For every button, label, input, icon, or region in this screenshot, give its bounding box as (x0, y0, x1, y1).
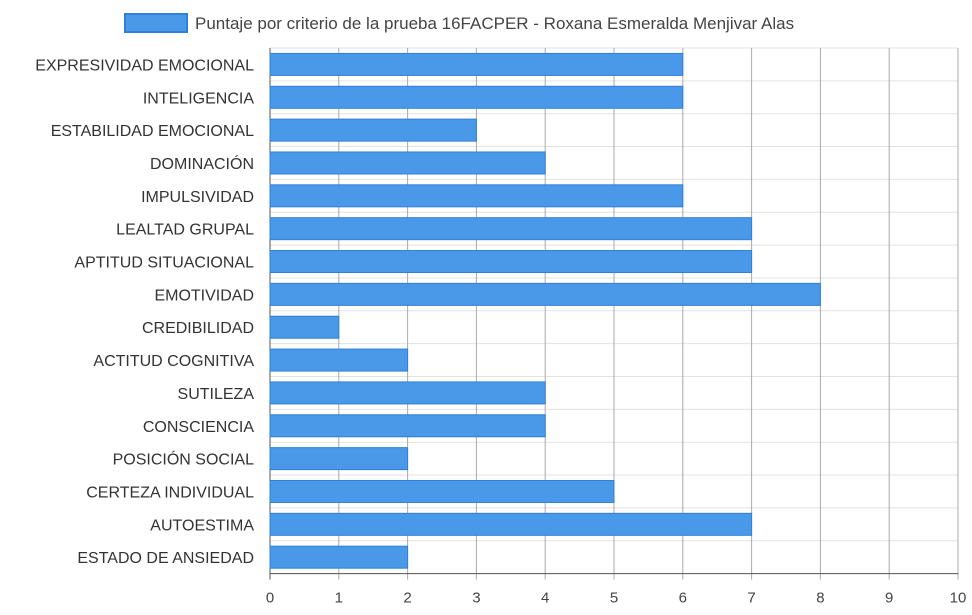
category-label: EMOTIVIDAD (154, 287, 254, 304)
x-tick-label: 5 (610, 590, 618, 607)
x-tick-label: 7 (747, 590, 755, 607)
x-tick-label: 0 (266, 590, 274, 607)
category-labels: EXPRESIVIDAD EMOCIONAL INTELIGENCIA ESTABI… (35, 57, 254, 567)
bar[interactable] (269, 85, 684, 109)
category-label: POSICIÓN SOCIAL (113, 450, 254, 469)
category-label: CERTEZA INDIVIDUAL (86, 484, 254, 501)
bar[interactable] (269, 414, 546, 438)
category-label: EXPRESIVIDAD EMOCIONAL (35, 57, 254, 74)
bar[interactable] (269, 545, 409, 569)
category-label: AUTOESTIMA (150, 517, 254, 534)
category-label: IMPULSIVIDAD (141, 189, 254, 206)
category-label: SUTILEZA (178, 386, 255, 403)
x-tick-label: 8 (816, 590, 824, 607)
x-axis-tick-labels: 0 1 2 3 4 5 6 7 8 9 10 (266, 590, 967, 607)
category-label: ESTABILIDAD EMOCIONAL (51, 123, 254, 140)
legend-swatch[interactable] (124, 13, 188, 33)
legend[interactable]: Puntaje por criterio de la prueba 16FACP… (124, 13, 794, 33)
x-tick-label: 2 (403, 590, 411, 607)
category-label: CONSCIENCIA (143, 419, 254, 436)
category-label: APTITUD SITUACIONAL (74, 255, 254, 272)
legend-label[interactable]: Puntaje por criterio de la prueba 16FACP… (195, 14, 794, 33)
category-label: LEALTAD GRUPAL (116, 222, 254, 239)
bars (269, 52, 821, 569)
category-label: ACTITUD COGNITIVA (93, 353, 254, 370)
bar[interactable] (269, 447, 409, 471)
category-label: DOMINACIÓN (150, 154, 254, 173)
bar[interactable] (269, 282, 821, 306)
bar[interactable] (269, 118, 477, 142)
category-label: ESTADO DE ANSIEDAD (77, 550, 254, 567)
bar[interactable] (269, 512, 753, 536)
x-tick-label: 9 (885, 590, 893, 607)
category-label: CREDIBILIDAD (142, 320, 254, 337)
x-tick-label: 10 (950, 590, 967, 607)
x-tick-label: 1 (335, 590, 343, 607)
bar[interactable] (269, 52, 684, 76)
bar[interactable] (269, 381, 546, 405)
category-label: INTELIGENCIA (143, 90, 254, 107)
bar[interactable] (269, 479, 615, 503)
bar[interactable] (269, 348, 409, 372)
bar[interactable] (269, 217, 753, 241)
x-tick-label: 4 (541, 590, 549, 607)
bar[interactable] (269, 250, 753, 274)
x-tick-label: 6 (679, 590, 687, 607)
x-tick-label: 3 (472, 590, 480, 607)
bar[interactable] (269, 315, 340, 339)
bar[interactable] (269, 184, 684, 208)
bar[interactable] (269, 151, 546, 175)
